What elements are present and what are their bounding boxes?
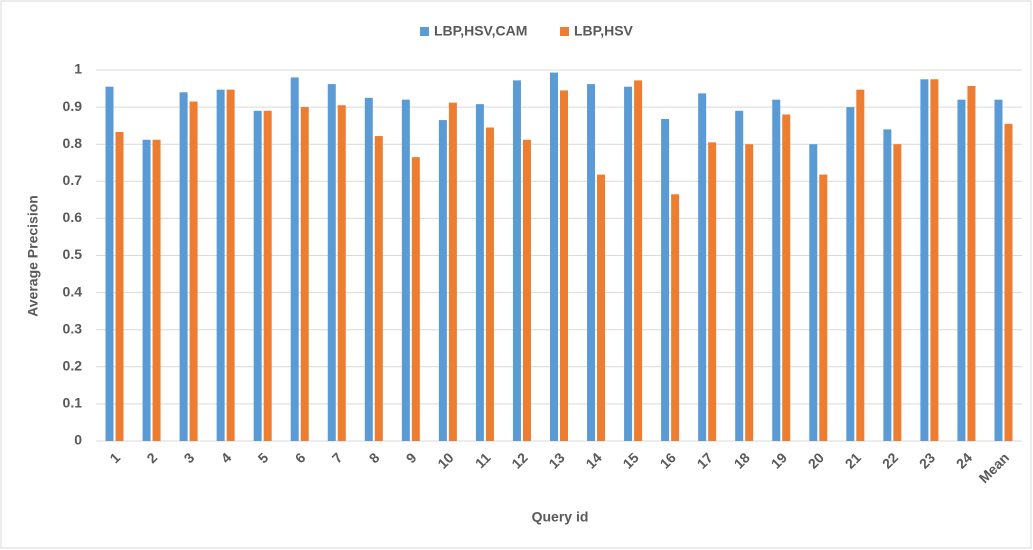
bar (115, 131, 124, 441)
bar (597, 174, 606, 441)
bar (401, 99, 410, 442)
bar (856, 89, 865, 442)
bar (522, 139, 531, 442)
bar (263, 110, 272, 441)
y-tick-label: 0.1 (63, 395, 83, 411)
bar (819, 174, 828, 441)
x-axis-label: Query id (532, 509, 589, 525)
legend-swatch (560, 27, 569, 36)
y-tick-label: 0.8 (63, 135, 83, 151)
y-tick-label: 0.9 (63, 98, 83, 114)
bar (846, 107, 855, 441)
bar (624, 86, 633, 441)
bar (290, 77, 299, 442)
bar (142, 139, 151, 442)
bar (587, 84, 596, 442)
y-tick-label: 0.5 (63, 246, 83, 262)
bar (634, 80, 643, 441)
bar (216, 89, 225, 442)
bar (364, 97, 373, 441)
bar (809, 144, 818, 441)
y-tick-label: 0.7 (63, 172, 83, 188)
bar (327, 84, 336, 442)
y-tick-label: 0 (74, 432, 82, 448)
bar (560, 90, 568, 441)
bar (448, 102, 457, 441)
y-tick-label: 0.4 (63, 283, 83, 299)
bar (512, 80, 521, 441)
bar (708, 142, 717, 441)
bar (300, 107, 309, 441)
bar (930, 79, 939, 442)
bar (967, 85, 976, 441)
bar (661, 118, 670, 442)
bar (1004, 123, 1013, 442)
y-axis-label: Average Precision (25, 195, 41, 317)
y-tick-label: 0.2 (63, 358, 83, 374)
bar (438, 120, 447, 442)
bar (735, 110, 744, 441)
legend-label: LBP,HSV,CAM (434, 23, 527, 39)
bar (152, 139, 161, 442)
y-tick-label: 1 (74, 61, 82, 77)
bar (550, 72, 558, 442)
legend-label: LBP,HSV (574, 23, 634, 39)
bar (671, 194, 680, 441)
bar (475, 104, 484, 441)
bar (105, 86, 114, 441)
bar (411, 157, 420, 441)
bar (893, 144, 902, 441)
legend-swatch (420, 27, 429, 36)
bar (485, 127, 494, 441)
bar (920, 79, 929, 442)
y-tick-label: 0.6 (63, 209, 83, 225)
y-tick-label: 0.3 (63, 320, 83, 336)
bar (337, 105, 346, 442)
bar (957, 99, 966, 442)
bar (782, 114, 791, 442)
bar (179, 92, 188, 441)
bar (772, 99, 781, 442)
bar (253, 110, 262, 441)
bar (745, 144, 754, 441)
bar (374, 136, 383, 441)
bar (883, 129, 892, 442)
bar (994, 99, 1003, 442)
bar (698, 93, 707, 442)
bar (226, 89, 235, 442)
bar (189, 101, 198, 441)
